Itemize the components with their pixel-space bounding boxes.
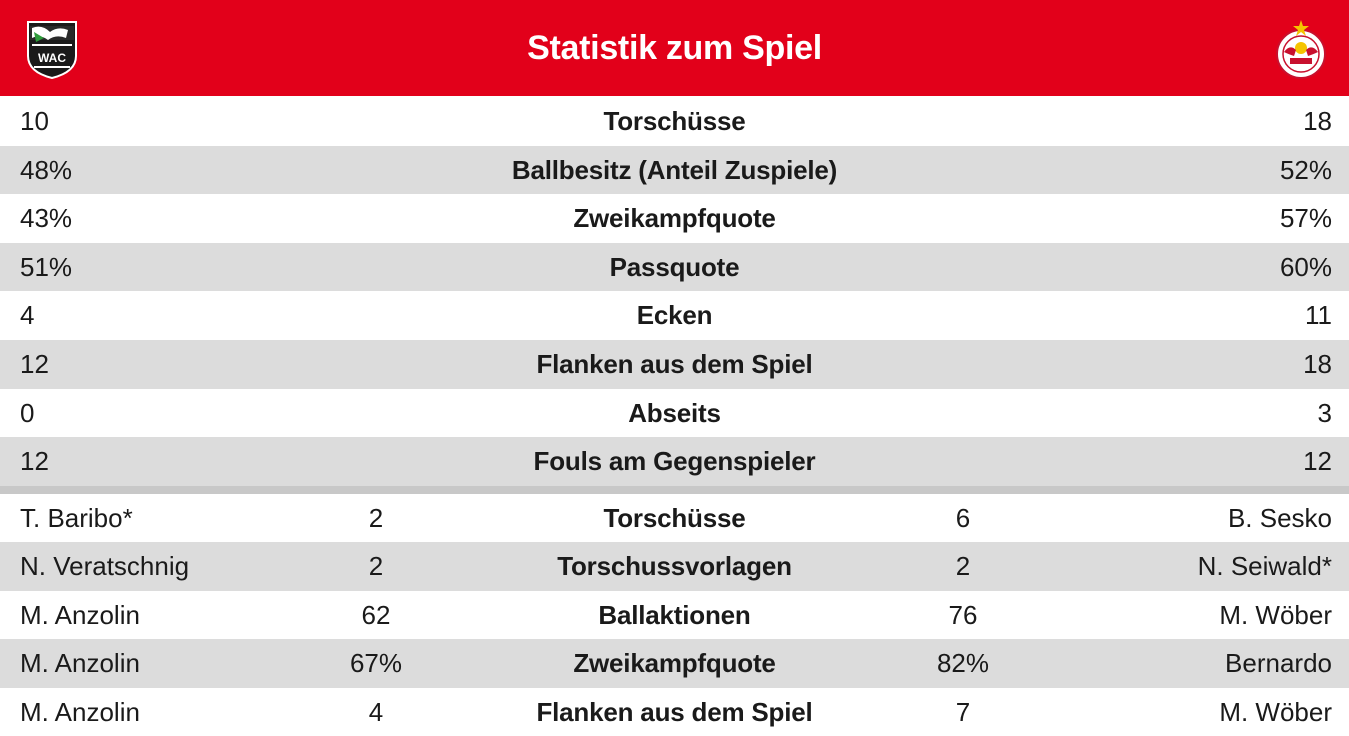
team-stat-row: 51% Passquote 60% (0, 242, 1349, 292)
away-value: 57% (1279, 203, 1332, 234)
home-value: 51% (20, 251, 73, 282)
home-player-value: 2 (368, 503, 384, 533)
away-player-name: N. Seiwald* (1197, 551, 1332, 582)
home-player-value: 67% (349, 648, 403, 679)
team-stat-row: 0 Abseits 3 (0, 389, 1349, 438)
away-value: 52% (1279, 154, 1332, 185)
away-player-name: M. Wöber (1219, 696, 1332, 727)
team-stat-row: 10 Torschüsse 18 (0, 97, 1349, 146)
team-stat-row: 12 Fouls am Gegenspieler 12 (0, 437, 1349, 486)
home-value: 48% (20, 154, 73, 185)
player-stats-table: T. Baribo* 2 Torschüsse 6 B. Sesko N. Ve… (0, 494, 1349, 736)
away-player-value: 7 (955, 696, 971, 727)
home-player-value: 2 (368, 551, 384, 582)
wac-crest-icon: WAC (22, 18, 82, 80)
player-stat-row: M. Anzolin 4 Flanken aus dem Spiel 7 M. … (0, 688, 1349, 736)
home-value: 12 (20, 348, 49, 379)
stat-label: Ballbesitz (Anteil Zuspiele) (511, 154, 838, 185)
away-player-value: 2 (955, 551, 971, 582)
player-stat-row: M. Anzolin 62 Ballaktionen 76 M. Wöber (0, 591, 1349, 639)
home-player-value: 4 (368, 696, 384, 727)
stat-label: Zweikampfquote (573, 648, 776, 679)
away-player-value: 76 (948, 599, 978, 630)
home-value: 4 (20, 300, 35, 331)
home-player-name: M. Anzolin (20, 696, 140, 727)
player-stat-row: T. Baribo* 2 Torschüsse 6 B. Sesko (0, 494, 1349, 542)
away-player-value: 82% (936, 648, 990, 679)
home-player-name: M. Anzolin (20, 648, 140, 679)
stat-label: Torschussvorlagen (557, 551, 792, 582)
away-value: 18 (1303, 348, 1332, 379)
home-player-name: N. Veratschnig (20, 551, 190, 582)
team-stats-table: 10 Torschüsse 18 48% Ballbesitz (Anteil … (0, 97, 1349, 486)
svg-text:WAC: WAC (38, 51, 66, 65)
away-player-name: M. Wöber (1219, 599, 1332, 630)
team-stat-row: 12 Flanken aus dem Spiel 18 (0, 339, 1349, 389)
team-stat-row: 4 Ecken 11 (0, 291, 1349, 340)
team-stat-row: 48% Ballbesitz (Anteil Zuspiele) 52% (0, 145, 1349, 195)
stat-label: Fouls am Gegenspieler (533, 446, 816, 477)
redbull-salzburg-crest-icon (1270, 18, 1332, 80)
home-value: 43% (20, 203, 73, 234)
stat-label: Ecken (636, 300, 713, 331)
away-value: 12 (1303, 446, 1332, 477)
away-player-name: B. Sesko (1227, 503, 1332, 533)
home-player-value: 62 (361, 599, 391, 630)
home-value: 12 (20, 446, 49, 477)
stat-label: Torschüsse (603, 106, 746, 136)
stat-label: Flanken aus dem Spiel (536, 696, 813, 727)
section-divider (0, 486, 1349, 494)
player-stat-row: M. Anzolin 67% Zweikampfquote 82% Bernar… (0, 639, 1349, 688)
home-value: 10 (20, 106, 49, 136)
home-player-name: M. Anzolin (20, 599, 140, 630)
home-player-name: T. Baribo* (20, 503, 133, 533)
home-value: 0 (20, 397, 35, 428)
team-stat-row: 43% Zweikampfquote 57% (0, 194, 1349, 243)
stat-label: Passquote (609, 251, 740, 282)
header-bar: WAC Statistik zum Spiel (0, 0, 1349, 96)
page-title: Statistik zum Spiel (527, 29, 822, 67)
away-player-name: Bernardo (1225, 648, 1332, 679)
stat-label: Flanken aus dem Spiel (536, 348, 813, 379)
stat-label: Abseits (628, 397, 721, 428)
player-stat-row: N. Veratschnig 2 Torschussvorlagen 2 N. … (0, 542, 1349, 591)
stat-label: Zweikampfquote (573, 203, 776, 234)
away-value: 60% (1279, 251, 1332, 282)
stat-label: Torschüsse (603, 503, 746, 533)
away-player-value: 6 (955, 503, 971, 533)
away-value: 18 (1303, 106, 1332, 136)
away-value: 11 (1305, 300, 1332, 331)
away-value: 3 (1317, 397, 1332, 428)
stat-label: Ballaktionen (598, 599, 751, 630)
